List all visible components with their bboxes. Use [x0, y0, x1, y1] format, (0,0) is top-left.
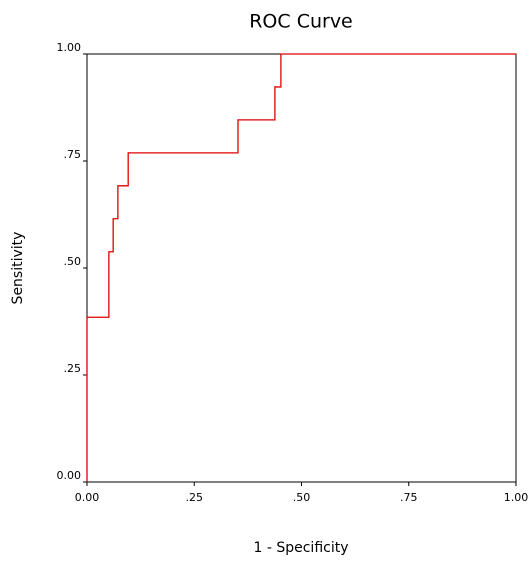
- y-tick-label: .75: [64, 148, 82, 161]
- chart-title: ROC Curve: [249, 11, 353, 33]
- x-axis-label: 1 - Specificity: [253, 540, 348, 556]
- y-tick-label: 0.00: [57, 469, 82, 482]
- x-tick-label: .25: [186, 491, 204, 504]
- x-tick-label: .50: [293, 491, 311, 504]
- y-tick-label: .25: [64, 362, 82, 375]
- y-axis-label: Sensitivity: [10, 232, 26, 305]
- y-tick-label: .50: [64, 255, 82, 268]
- roc-line: [86, 53, 516, 482]
- x-tick-label: 1.00: [504, 491, 529, 504]
- x-tick-label: .75: [400, 491, 418, 504]
- plot-frame: [86, 53, 517, 483]
- y-tick-label: 1.00: [57, 41, 82, 54]
- x-tick-label: 0.00: [75, 491, 100, 504]
